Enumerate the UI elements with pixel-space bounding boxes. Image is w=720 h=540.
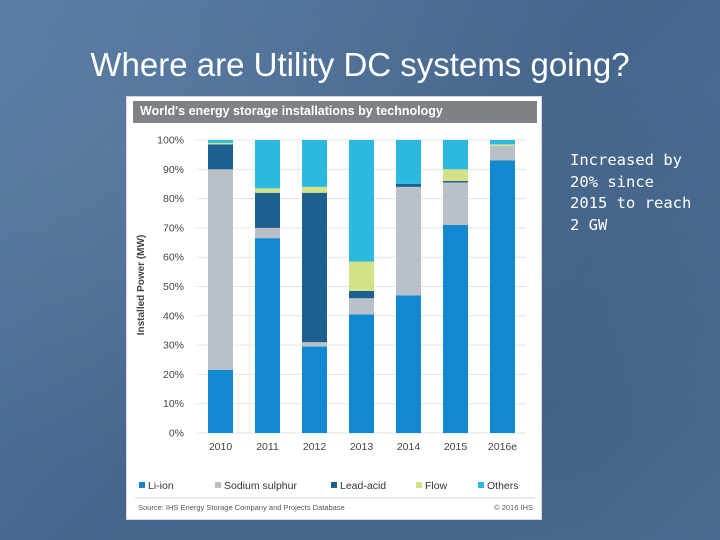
bar-segment-sodium-sulphur — [255, 227, 280, 239]
legend-swatch — [139, 482, 145, 488]
bar-segment-sodium-sulphur — [349, 298, 374, 315]
slide-title: Where are Utility DC systems going? — [90, 46, 630, 83]
legend: Li-ion Sodium sulphur Lead-acid Flow Others — [139, 480, 519, 492]
bar-segment-others — [255, 140, 280, 189]
y-tick-label: 70% — [163, 222, 184, 234]
x-tick-label: 2010 — [209, 441, 233, 453]
legend-swatch — [478, 482, 484, 488]
bar-segment-li-ion — [443, 224, 468, 433]
bar-segment-li-ion — [349, 314, 374, 433]
y-tick-label: 100% — [157, 135, 184, 147]
bar-segment-li-ion — [396, 295, 421, 433]
chart-card: World's energy storage installations by … — [126, 96, 542, 520]
y-tick-label: 30% — [163, 340, 184, 352]
legend-label: Lead-acid — [340, 480, 386, 492]
bar-segment-li-ion — [490, 160, 515, 433]
x-tick-label: 2013 — [350, 441, 374, 453]
bar-segment-li-ion — [208, 370, 233, 433]
x-tick-label: 2015 — [444, 441, 468, 453]
y-tick-label: 40% — [163, 310, 184, 322]
bar-segment-others — [396, 140, 421, 184]
y-tick-label: 10% — [163, 398, 184, 410]
x-tick-label: 2016e — [488, 441, 517, 453]
x-tick-label: 2014 — [397, 441, 421, 453]
bar-segment-flow — [443, 169, 468, 182]
copyright-note: © 2016 IHS — [494, 503, 533, 512]
bar-segment-li-ion — [302, 346, 327, 433]
bar-segment-lead-acid — [396, 183, 421, 187]
bar-segment-sodium-sulphur — [396, 186, 421, 296]
legend-label: Flow — [425, 480, 448, 492]
bar-segment-sodium-sulphur — [302, 342, 327, 347]
bar-segment-sodium-sulphur — [443, 182, 468, 225]
bar-segment-lead-acid — [208, 144, 233, 170]
bar-segment-lead-acid — [255, 192, 280, 228]
bar-segment-others — [443, 140, 468, 170]
bar-segment-others — [302, 140, 327, 187]
source-note: Source: IHS Energy Storage Company and P… — [138, 503, 345, 512]
y-tick-label: 50% — [163, 281, 184, 293]
bar-segment-lead-acid — [443, 181, 468, 183]
bars-group — [208, 140, 515, 433]
bar-segment-flow — [255, 188, 280, 193]
legend-label: Sodium sulphur — [224, 480, 297, 492]
legend-swatch — [331, 482, 337, 488]
x-tick-label: 2012 — [303, 441, 327, 453]
bar-segment-flow — [208, 142, 233, 145]
legend-label: Others — [487, 480, 519, 492]
bar-segment-flow — [302, 186, 327, 193]
bar-segment-others — [490, 140, 515, 145]
y-tick-label: 20% — [163, 369, 184, 381]
bar-segment-others — [208, 140, 233, 143]
y-tick-labels: 0% 10% 20% 30% 40% 50% 60% 70% 80% 90% 100% — [157, 135, 184, 440]
side-note: Increased by 20% since 2015 to reach 2 G… — [570, 151, 692, 234]
x-tick-labels: 2010 2011 2012 2013 2014 2015 2016e — [209, 441, 517, 453]
chart-title: World's energy storage installations by … — [140, 104, 443, 118]
legend-swatch — [215, 482, 221, 488]
y-tick-label: 0% — [169, 428, 184, 440]
y-axis-label: Installed Power (MW) — [136, 235, 147, 336]
legend-label: Li-ion — [148, 480, 174, 492]
bar-segment-others — [349, 140, 374, 262]
y-tick-label: 90% — [163, 164, 184, 176]
bar-segment-sodium-sulphur — [208, 169, 233, 371]
chart-header: World's energy storage installations by … — [133, 101, 537, 123]
legend-swatch — [416, 482, 422, 488]
y-tick-label: 60% — [163, 252, 184, 264]
bar-segment-lead-acid — [349, 290, 374, 299]
y-tick-label: 80% — [163, 193, 184, 205]
bar-segment-flow — [490, 144, 515, 146]
bar-segment-sodium-sulphur — [490, 145, 515, 161]
x-tick-label: 2011 — [256, 441, 279, 453]
bar-segment-flow — [349, 261, 374, 291]
bar-segment-li-ion — [255, 238, 280, 433]
stacked-bar-chart: 0%10%20%30%40%50%60%70%80%90%100% 2010 20… — [135, 135, 535, 512]
bar-segment-lead-acid — [302, 192, 327, 343]
